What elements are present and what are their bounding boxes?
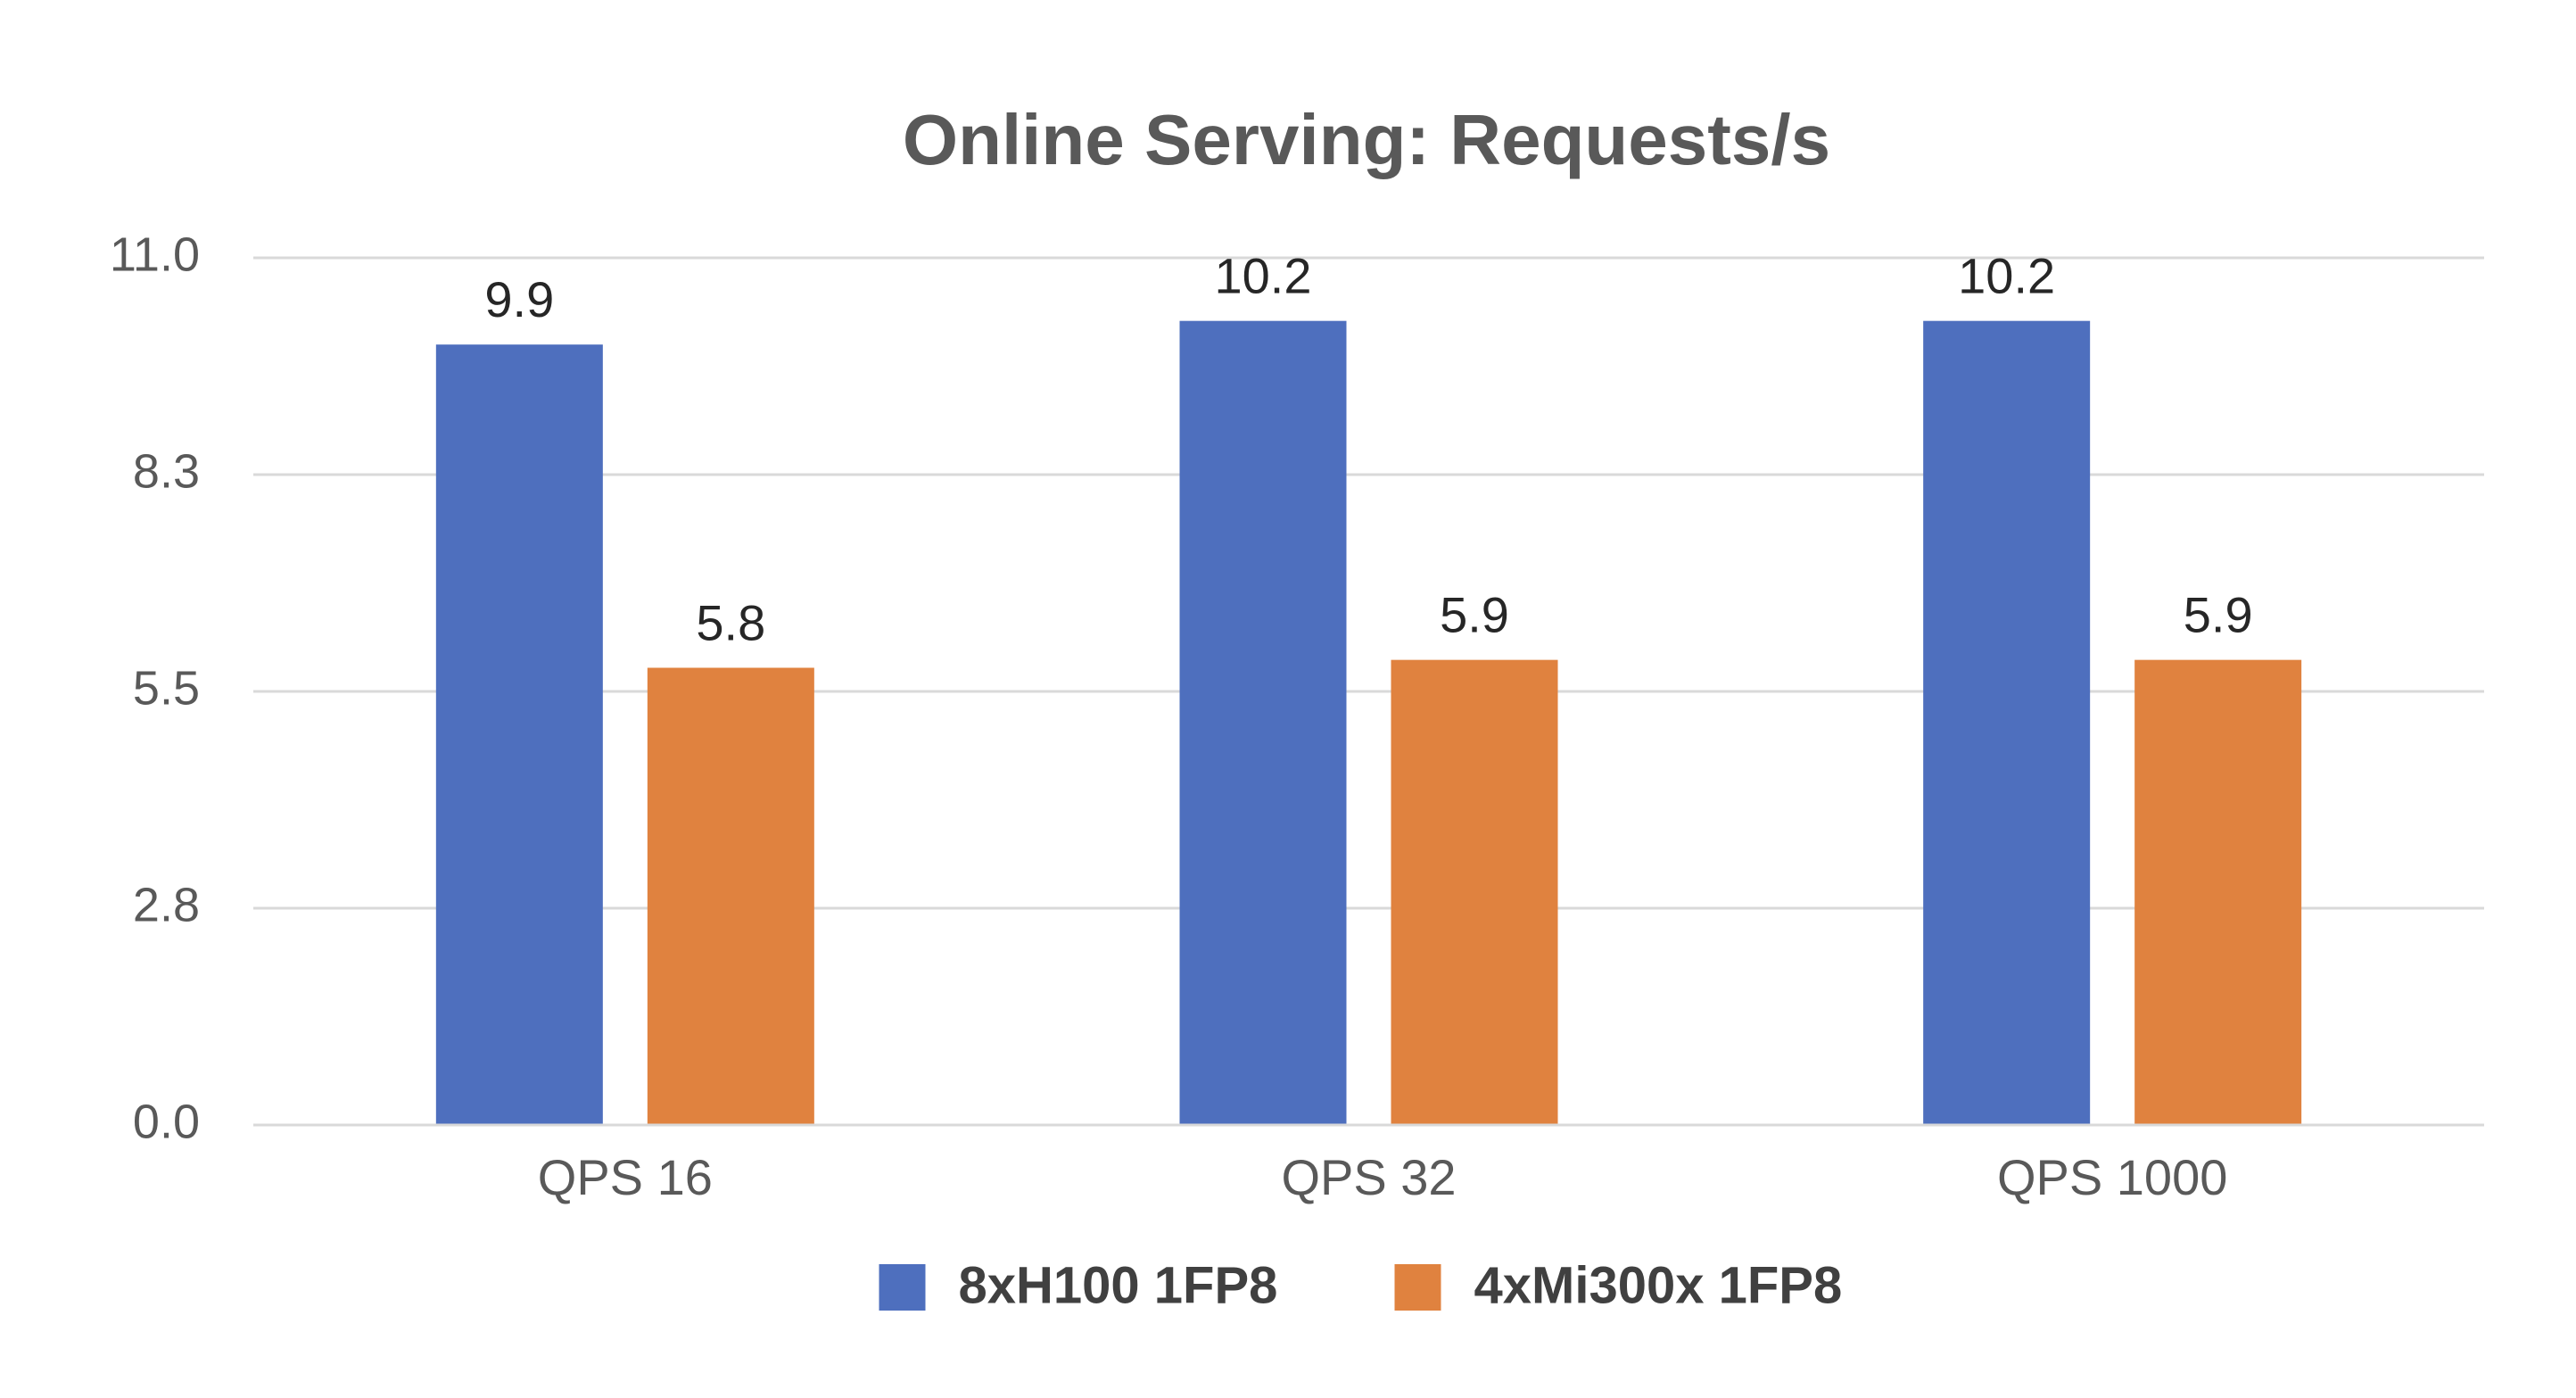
chart-title: Online Serving: Requests/s	[903, 100, 1830, 179]
y-tick-label: 11.0	[110, 227, 200, 281]
x-tick-label: QPS 1000	[1997, 1149, 2227, 1205]
legend-label: 4xMi300x 1FP8	[1474, 1256, 1843, 1314]
legend-swatch	[879, 1264, 926, 1311]
x-tick-label: QPS 32	[1281, 1149, 1456, 1205]
y-tick-label: 5.5	[133, 661, 200, 715]
y-tick-label: 0.0	[133, 1095, 200, 1148]
bar	[647, 667, 814, 1125]
value-label: 5.9	[1440, 586, 1509, 642]
legend-label: 8xH100 1FP8	[959, 1256, 1278, 1314]
bar	[1923, 320, 2091, 1125]
bar	[1179, 320, 1347, 1125]
value-label: 9.9	[484, 271, 554, 327]
bar	[1391, 659, 1558, 1125]
value-label: 5.8	[696, 594, 765, 650]
legend-swatch	[1394, 1264, 1441, 1311]
y-tick-label: 8.3	[133, 444, 200, 498]
x-tick-label: QPS 16	[538, 1149, 713, 1205]
value-label: 5.9	[2184, 586, 2253, 642]
y-tick-label: 2.8	[133, 878, 200, 931]
bar	[2134, 659, 2302, 1125]
bar	[435, 344, 603, 1125]
value-label: 10.2	[1958, 247, 2055, 303]
value-label: 10.2	[1215, 247, 1312, 303]
